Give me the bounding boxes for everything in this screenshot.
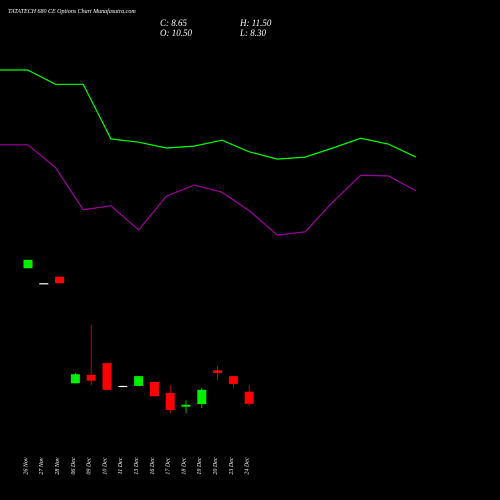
candle-body xyxy=(86,374,96,381)
indicator-line xyxy=(0,144,417,236)
close-label: C: 8.65 xyxy=(160,18,188,28)
x-tick-label: 28 Nov xyxy=(55,457,61,475)
candle-body xyxy=(118,385,128,388)
chart-title: TATATECH 680 CE Options Chart Munafasutr… xyxy=(8,8,136,15)
x-tick-label: 18 Dec xyxy=(181,457,187,474)
candle-body xyxy=(228,376,238,384)
x-tick-label: 19 Dec xyxy=(197,457,203,474)
x-tick-label: 06 Dec xyxy=(71,457,77,474)
x-tick-label: 16 Dec xyxy=(150,457,156,474)
x-tick-label: 17 Dec xyxy=(166,457,172,474)
candle-body xyxy=(181,404,191,407)
x-tick-label: 27 Nov xyxy=(39,457,45,475)
x-tick-label: 23 Dec xyxy=(229,457,235,474)
indicator-line xyxy=(0,69,417,160)
candle-body xyxy=(55,276,65,284)
x-tick-label: 20 Dec xyxy=(213,457,219,474)
x-tick-label: 26 Nov xyxy=(23,457,29,475)
candle-body xyxy=(39,283,49,285)
x-tick-label: 09 Dec xyxy=(87,457,93,474)
candle-body xyxy=(197,389,207,405)
candle-body xyxy=(70,374,80,384)
high-label: H: 11.50 xyxy=(239,18,272,28)
candle-body xyxy=(149,382,159,397)
x-tick-label: 10 Dec xyxy=(102,457,108,474)
candle-body xyxy=(134,376,144,386)
candle-body xyxy=(165,393,175,410)
x-tick-label: 13 Dec xyxy=(134,457,140,474)
x-tick-label: 24 Dec xyxy=(244,457,251,474)
x-tick-label: 11 Dec xyxy=(118,457,124,474)
candle-body xyxy=(213,370,223,373)
candle-body xyxy=(23,259,33,269)
open-label: O: 10.50 xyxy=(160,28,192,38)
candle-body xyxy=(244,391,254,404)
candle-body xyxy=(102,363,112,390)
low-label: L: 8.30 xyxy=(239,28,267,38)
